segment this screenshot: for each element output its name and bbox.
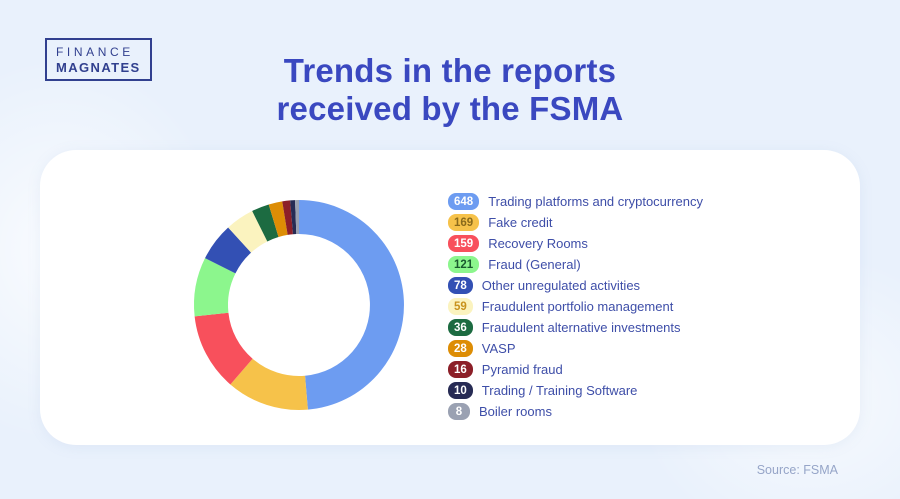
chart-legend: 648 Trading platforms and cryptocurrency… xyxy=(448,191,703,422)
donut-slice xyxy=(290,200,297,235)
donut-slice xyxy=(299,200,404,410)
donut-slice xyxy=(295,199,299,235)
legend-value-badge: 121 xyxy=(448,256,480,273)
legend-label: Fake credit xyxy=(488,215,553,230)
logo-line1: FINANCE xyxy=(56,45,134,59)
legend-item: 78 Other unregulated activities xyxy=(448,275,703,296)
legend-label: Fraud (General) xyxy=(488,257,581,272)
legend-label: Boiler rooms xyxy=(479,404,552,419)
donut-slice xyxy=(194,258,236,317)
legend-value-badge: 78 xyxy=(448,277,473,294)
legend-item: 648 Trading platforms and cryptocurrency xyxy=(448,191,703,212)
legend-label: VASP xyxy=(481,341,516,356)
legend-label: Pyramid fraud xyxy=(481,362,563,377)
donut-slice xyxy=(268,201,288,238)
logo-line2: MAGNATES xyxy=(56,60,141,75)
legend-value-badge: 648 xyxy=(448,193,480,210)
legend-item: 28 VASP xyxy=(448,338,703,359)
legend-value-badge: 28 xyxy=(448,340,473,357)
page-title: Trends in the reports received by the FS… xyxy=(276,52,624,127)
legend-item: 36 Fraudulent alternative investments xyxy=(448,317,703,338)
legend-label: Other unregulated activities xyxy=(481,278,641,293)
donut-slice xyxy=(205,227,252,274)
legend-item: 8 Boiler rooms xyxy=(448,401,703,422)
legend-label: Trading / Training Software xyxy=(481,383,638,398)
legend-item: 169 Fake credit xyxy=(448,212,703,233)
legend-value-badge: 169 xyxy=(448,214,480,231)
donut-chart-container xyxy=(189,195,409,415)
legend-item: 159 Recovery Rooms xyxy=(448,233,703,254)
legend-item: 16 Pyramid fraud xyxy=(448,359,703,380)
legend-value-badge: 159 xyxy=(448,235,480,252)
legend-label: Recovery Rooms xyxy=(488,236,588,251)
legend-label: Fraudulent portfolio management xyxy=(481,299,674,314)
legend-value-badge: 36 xyxy=(448,319,473,336)
donut-slice xyxy=(252,204,279,242)
legend-item: 59 Fraudulent portfolio management xyxy=(448,296,703,317)
legend-value-badge: 8 xyxy=(448,403,470,420)
legend-label: Fraudulent alternative investments xyxy=(481,320,681,335)
donut-slice xyxy=(228,211,268,253)
legend-item: 10 Trading / Training Software xyxy=(448,380,703,401)
donut-slice xyxy=(230,358,308,410)
source-attribution: Source: FSMA xyxy=(756,463,838,477)
legend-value-badge: 10 xyxy=(448,382,473,399)
donut-slice xyxy=(194,312,253,385)
donut-chart xyxy=(194,199,404,410)
legend-item: 121 Fraud (General) xyxy=(448,254,703,275)
legend-value-badge: 16 xyxy=(448,361,473,378)
chart-card: 648 Trading platforms and cryptocurrency… xyxy=(40,150,860,445)
legend-value-badge: 59 xyxy=(448,298,473,315)
finance-magnates-logo: FINANCE MAGNATES xyxy=(45,38,152,81)
donut-slice xyxy=(282,200,293,235)
legend-label: Trading platforms and cryptocurrency xyxy=(488,194,704,209)
